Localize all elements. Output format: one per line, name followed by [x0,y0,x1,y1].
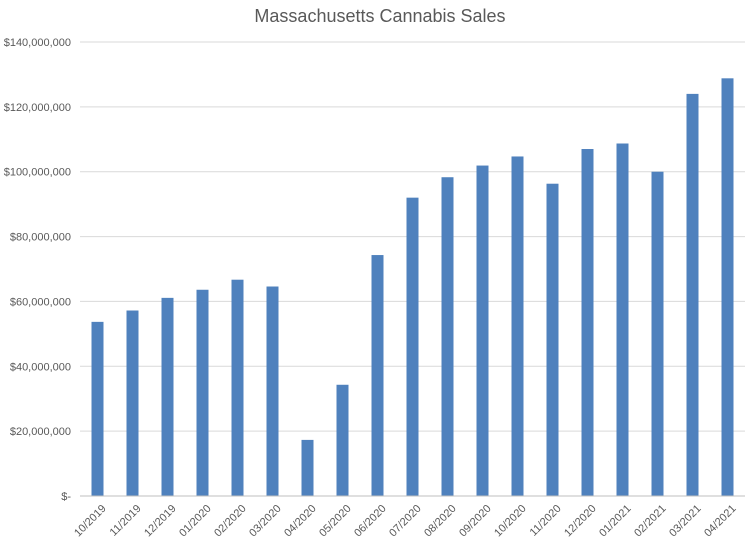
y-tick-label: $120,000,000 [4,102,71,114]
x-tick-label: 11/2019 [108,503,144,539]
x-tick-label: 10/2019 [72,503,109,540]
y-tick-label: $100,000,000 [4,167,71,179]
bar [301,439,314,496]
y-axis-tick-labels: $- $20,000,000 $40,000,000 $60,000,000 $80,0… [4,37,72,503]
x-tick-label: 08/2020 [422,503,459,540]
bar [196,289,209,496]
bar [686,93,699,496]
y-tick-label: $20,000,000 [10,426,71,438]
bar [546,183,559,496]
x-tick-label: 11/2020 [528,503,564,539]
x-tick-label: 04/2021 [702,503,739,540]
y-tick-label: $80,000,000 [10,232,71,244]
x-tick-label: 09/2020 [457,503,494,540]
x-axis-tick-labels: 10/201911/201912/201901/202002/202003/20… [72,503,739,540]
x-tick-label: 03/2020 [247,503,284,540]
x-tick-label: 02/2021 [632,503,669,540]
x-tick-label: 07/2020 [387,503,424,540]
bar [406,197,419,496]
y-tick-label: $40,000,000 [10,361,71,373]
x-tick-label: 03/2021 [667,503,704,540]
x-tick-label: 02/2020 [212,503,249,540]
y-tick-label: $140,000,000 [4,37,71,49]
bar [651,171,664,496]
x-tick-label: 10/2020 [492,503,529,540]
x-tick-label: 12/2019 [142,503,179,540]
x-tick-label: 01/2020 [177,503,214,540]
x-tick-label: 12/2020 [562,503,599,540]
x-tick-label: 06/2020 [352,503,389,540]
chart-title: Massachusetts Cannabis Sales [254,6,505,26]
bar [126,310,139,496]
x-tick-label: 05/2020 [317,503,354,540]
bar [476,165,489,496]
bar [161,297,174,496]
bar [91,321,104,496]
bar [616,143,629,496]
bar [231,279,244,496]
x-tick-label: 01/2021 [597,503,634,540]
bar [371,255,384,496]
y-tick-label: $60,000,000 [10,296,71,308]
bar [441,177,454,496]
y-tick-label: $- [61,491,71,503]
bar [721,78,734,496]
bar [511,156,524,497]
bar [581,149,594,496]
bars [91,78,734,497]
bar [266,286,279,496]
x-tick-label: 04/2020 [282,503,319,540]
bar [336,384,349,496]
